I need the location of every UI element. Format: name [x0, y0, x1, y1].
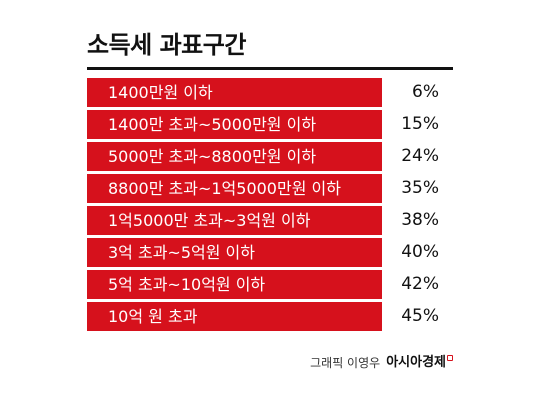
bracket-label: 10억 원 초과: [87, 302, 382, 331]
title-divider: [87, 67, 453, 70]
bracket-label: 5억 초과~10억원 이하: [87, 270, 382, 299]
column-gap: [382, 78, 385, 107]
rate-value: 6%: [385, 78, 453, 107]
bracket-label: 1400만 초과~5000만원 이하: [87, 110, 382, 139]
table-row: 10억 원 초과 45%: [87, 302, 453, 331]
credit-label: 그래픽 이영우: [310, 356, 381, 370]
column-gap: [382, 142, 385, 171]
rate-value: 42%: [385, 270, 453, 299]
table-row: 1400만 초과~5000만원 이하 15%: [87, 110, 453, 139]
column-gap: [382, 302, 385, 331]
bracket-label: 8800만 초과~1억5000만원 이하: [87, 174, 382, 203]
publisher-logo: 아시아경제: [386, 354, 453, 372]
table-row: 1억5000만 초과~3억원 이하 38%: [87, 206, 453, 235]
bracket-label: 1억5000만 초과~3억원 이하: [87, 206, 382, 235]
rate-value: 35%: [385, 174, 453, 203]
column-gap: [382, 206, 385, 235]
publisher-name: 아시아경제: [386, 355, 446, 370]
column-gap: [382, 110, 385, 139]
rate-value: 45%: [385, 302, 453, 331]
logo-mark-icon: [447, 355, 453, 361]
table-row: 3억 초과~5억원 이하 40%: [87, 238, 453, 267]
rate-value: 38%: [385, 206, 453, 235]
bracket-label: 5000만 초과~8800만원 이하: [87, 142, 382, 171]
column-gap: [382, 174, 385, 203]
graphic-credit: 그래픽 이영우 아시아경제: [310, 354, 453, 372]
table-row: 5000만 초과~8800만원 이하 24%: [87, 142, 453, 171]
bracket-label: 3억 초과~5억원 이하: [87, 238, 382, 267]
column-gap: [382, 270, 385, 299]
table-row: 8800만 초과~1억5000만원 이하 35%: [87, 174, 453, 203]
table-row: 5억 초과~10억원 이하 42%: [87, 270, 453, 299]
tax-bracket-table: 1400만원 이하 6% 1400만 초과~5000만원 이하 15% 5000…: [87, 78, 453, 334]
rate-value: 15%: [385, 110, 453, 139]
bracket-label: 1400만원 이하: [87, 78, 382, 107]
column-gap: [382, 238, 385, 267]
rate-value: 40%: [385, 238, 453, 267]
table-row: 1400만원 이하 6%: [87, 78, 453, 107]
chart-title: 소득세 과표구간: [87, 31, 246, 59]
rate-value: 24%: [385, 142, 453, 171]
